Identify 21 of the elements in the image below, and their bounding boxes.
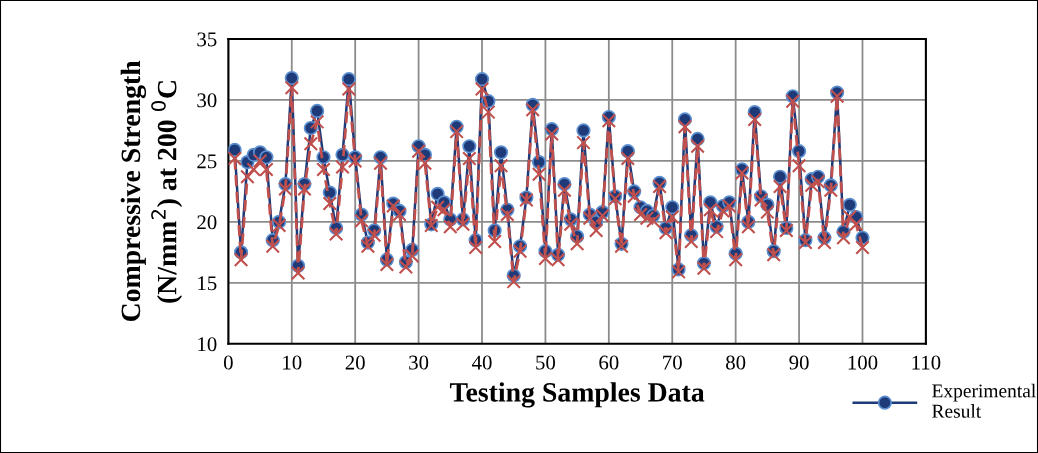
y-tick-label: 25 <box>197 154 217 169</box>
x-tick-label: 10 <box>283 355 302 370</box>
x-tick-label: 50 <box>536 355 556 370</box>
x-tick-label: 0 <box>223 355 233 370</box>
x-tick-label: 110 <box>912 355 941 370</box>
y-tick-label: 10 <box>198 337 217 352</box>
y-tick-label: 35 <box>197 32 217 47</box>
x-tick-label: 20 <box>345 355 365 370</box>
y-tick-label: 30 <box>197 93 217 108</box>
legend-label: Experimental Result <box>932 383 1036 418</box>
x-tick-label: 70 <box>663 355 682 370</box>
x-axis-title: Testing Samples Data <box>449 382 705 408</box>
y-axis-title: Compressive Strength (N/mm$^{2}$) at 200 $^{0}$C <box>120 60 183 322</box>
x-tick-label: 40 <box>472 355 492 370</box>
x-tick-label: 100 <box>848 355 878 370</box>
x-tick-label: 80 <box>726 355 746 370</box>
y-tick-label: 15 <box>198 276 217 291</box>
x-tick-label: 30 <box>409 355 429 370</box>
x-tick-label: 90 <box>789 355 809 370</box>
x-tick-label: 60 <box>599 355 619 370</box>
y-tick-label: 20 <box>197 215 217 230</box>
